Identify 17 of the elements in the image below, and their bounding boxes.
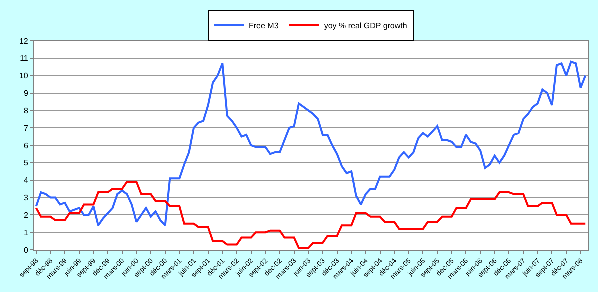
y-tick-label: 9 [24, 89, 29, 98]
y-tick-label: 2 [24, 210, 29, 220]
line-series [35, 181, 587, 250]
y-tick-label: 8 [24, 106, 29, 116]
y-tick-label: 10 [19, 72, 29, 81]
y-tick-label: 1 [24, 228, 29, 238]
y-tick-label: 12 [19, 36, 29, 46]
y-tick-label: 0 [24, 246, 29, 255]
line-series [35, 60, 587, 227]
legend-label: Free M3 [249, 22, 280, 31]
y-tick-label: 3 [24, 194, 29, 203]
y-tick-label: 5 [24, 158, 29, 168]
y-tick-label: 4 [24, 176, 29, 186]
y-tick-label: 7 [24, 124, 29, 133]
y-tick-label: 6 [24, 141, 29, 150]
legend-label: yoy % real GDP growth [324, 22, 408, 31]
y-tick-label: 11 [20, 54, 29, 64]
